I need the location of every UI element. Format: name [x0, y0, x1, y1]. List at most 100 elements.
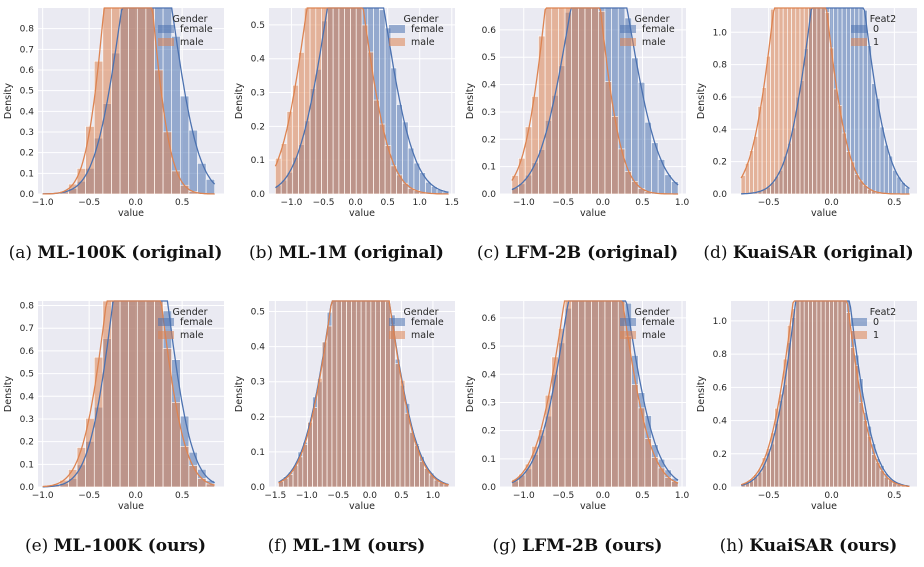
legend-label: 0 [873, 317, 879, 328]
x-tick-label: −1.5 [264, 491, 286, 501]
legend-swatch [158, 331, 174, 339]
histogram-bar [136, 300, 147, 488]
y-tick-label: 0.5 [251, 308, 265, 318]
x-axis-label: value [118, 208, 144, 219]
y-tick-label: 0.2 [20, 149, 34, 159]
y-tick-label: 0.1 [20, 169, 34, 179]
y-tick-label: 0.8 [20, 25, 35, 35]
y-tick-label: 0.1 [251, 448, 265, 458]
legend-swatch [158, 25, 174, 33]
y-tick-label: 0.8 [20, 302, 35, 312]
histogram-bar [766, 55, 771, 195]
x-tick-label: 0.0 [128, 198, 143, 208]
histogram-bar [394, 363, 401, 488]
histogram-bar [544, 7, 553, 195]
x-tick-label: 0.5 [887, 491, 901, 501]
y-tick-label: 0.1 [482, 163, 496, 173]
y-axis-label: Density [3, 83, 14, 119]
x-tick-label: 0.0 [824, 491, 839, 501]
histogram-bar [93, 356, 104, 488]
chart-panel: −1.0 −0.5 0.0 0.5 1.0 0.0 0.1 0.2 0.3 0.4 0.5 0.6 va… [465, 7, 689, 219]
histogram-bar [820, 7, 826, 195]
histogram-bar [370, 300, 377, 488]
y-tick-label: 0.3 [20, 128, 34, 138]
legend-swatch [620, 331, 636, 339]
histogram-bar [551, 7, 559, 195]
histogram-bar [584, 7, 592, 195]
caption-b: (b) ML-1M (original) [249, 243, 444, 263]
y-tick-label: 0.2 [713, 158, 727, 168]
x-tick-label: −1.0 [513, 198, 535, 208]
y-tick-label: 0.4 [20, 107, 35, 117]
y-axis-label: Density [3, 376, 14, 412]
histogram-bar [355, 7, 363, 195]
y-tick-label: 0.2 [251, 122, 265, 132]
histogram-bar [578, 300, 586, 488]
kde-line [278, 300, 449, 486]
y-tick-label: 0.0 [713, 190, 728, 200]
histogram-bar [879, 126, 885, 195]
histogram-bar [188, 465, 198, 488]
x-tick-label: 0.0 [596, 198, 611, 208]
histogram-bar [854, 7, 860, 195]
histogram-bar [833, 88, 839, 195]
kde-line [42, 300, 215, 488]
x-tick-label: 0.5 [394, 491, 408, 501]
histogram-bar [791, 7, 797, 195]
x-tick-label: 0.5 [175, 491, 189, 501]
chart-panel: −1.0 −0.5 0.0 0.5 1.0 0.0 0.1 0.2 0.3 0.4 0.5 0.6 va… [465, 300, 689, 512]
y-tick-label: 0.5 [482, 53, 496, 63]
y-tick-label: 0.1 [251, 156, 265, 166]
legend-label: female [411, 24, 444, 35]
legend-label: 1 [873, 37, 879, 48]
histogram-bar [171, 402, 181, 488]
histogram-bar [808, 7, 813, 195]
chart-panel: −1.5 −1.0 −0.5 0.0 0.5 1.0 0.0 0.1 0.2 0.3 0.4 0.5 v… [234, 300, 455, 512]
kde-line [511, 7, 679, 195]
histogram-bar [571, 7, 579, 195]
histogram-bar [862, 420, 868, 488]
x-tick-label: −0.5 [552, 491, 574, 501]
y-tick-label: 0.6 [482, 26, 497, 36]
histogram-bar [338, 7, 345, 195]
y-tick-label: 0.3 [20, 415, 34, 425]
chart-panel: −0.5 0.0 0.5 0.0 0.2 0.4 0.6 0.8 1.0 value Density… [696, 7, 917, 219]
kde-line [42, 7, 215, 195]
y-tick-label: 0.6 [20, 347, 35, 357]
histogram-bar [375, 300, 381, 488]
histogram-bar [841, 300, 847, 488]
x-tick-label: 0.5 [635, 491, 649, 501]
histogram-bar [361, 24, 369, 195]
x-tick-label: 0.0 [348, 198, 363, 208]
x-tick-label: 0.0 [363, 491, 378, 501]
x-tick-label: −0.5 [327, 491, 349, 501]
histogram-bar [820, 300, 826, 488]
histogram-bar [321, 341, 328, 488]
legend-label: male [180, 37, 204, 48]
histogram-bar [846, 312, 851, 488]
histogram-bar [782, 7, 788, 195]
legend-title: Gender [172, 307, 207, 318]
histogram-bar [837, 300, 843, 488]
y-tick-label: 0.0 [20, 483, 35, 493]
legend-label: female [642, 317, 675, 328]
y-axis-label: Density [234, 83, 245, 119]
legend-swatch [389, 331, 405, 339]
histogram-bar [365, 300, 372, 488]
y-axis-label: Density [234, 376, 245, 412]
x-tick-label: −1.0 [281, 198, 303, 208]
caption-g: (g) LFM-2B (ours) [492, 536, 663, 556]
kde-line [511, 300, 679, 484]
histogram-bar [799, 7, 805, 195]
caption-a: (a) ML-100K (original) [8, 243, 223, 263]
histogram-bar [846, 151, 851, 195]
x-tick-label: −0.5 [78, 198, 100, 208]
x-tick-label: −0.5 [552, 198, 574, 208]
y-tick-label: 0.0 [20, 190, 35, 200]
histogram-bar [315, 7, 322, 195]
legend-label: male [411, 37, 435, 48]
legend-title: Feat2 [870, 14, 896, 25]
legend-title: Gender [403, 307, 438, 318]
histogram-bar [858, 402, 864, 488]
